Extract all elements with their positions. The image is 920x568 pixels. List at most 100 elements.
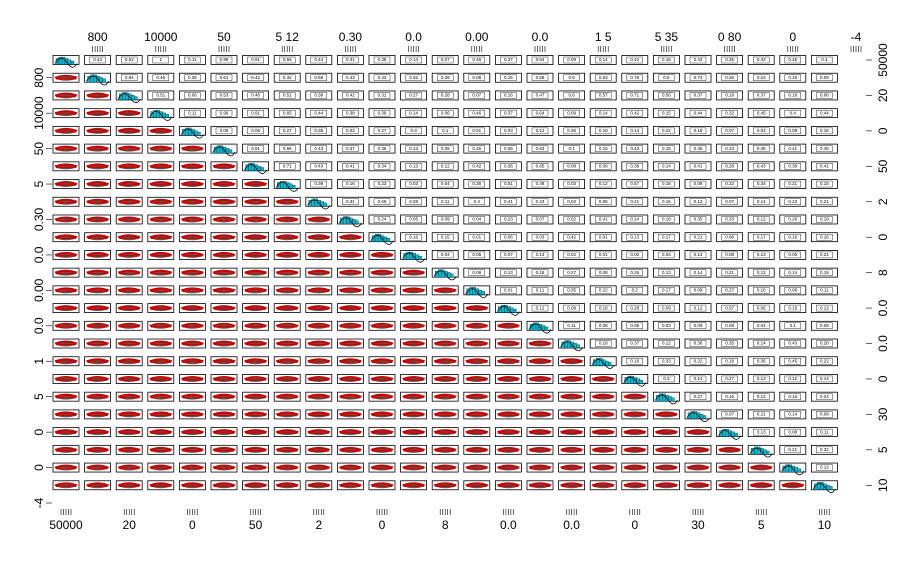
panel: 0.09 <box>558 55 585 65</box>
panel <box>242 303 270 313</box>
panel <box>431 285 459 296</box>
left-tick-label: 800 <box>32 67 46 87</box>
corr-box <box>437 145 454 152</box>
panel <box>242 338 270 349</box>
correlation-label: 0.09 <box>567 110 576 115</box>
panel-frame <box>494 285 522 296</box>
panel: 0.37 <box>747 90 775 101</box>
correlation-label: 0.41 <box>599 217 608 222</box>
panel <box>431 480 459 491</box>
panel-frame <box>494 90 522 101</box>
bottom-tick-label: 0 <box>189 518 196 532</box>
panel: 0.22 <box>811 356 838 367</box>
corr-box <box>595 127 612 135</box>
smooth-line <box>686 429 710 434</box>
panel-frame <box>558 125 585 136</box>
correlation-label: 0.64 <box>536 110 545 115</box>
correlation-label: 0.35 <box>694 217 703 222</box>
panel <box>210 303 238 313</box>
panel: 0.53 <box>589 72 617 83</box>
panel <box>242 179 270 189</box>
smooth-line <box>433 411 457 416</box>
corr-box <box>595 145 612 152</box>
panel <box>431 338 459 349</box>
corr-box <box>658 375 675 383</box>
panel <box>52 232 80 243</box>
smooth-line <box>497 323 520 327</box>
corr-box <box>531 180 549 188</box>
panel-frame <box>811 320 838 331</box>
smooth-line <box>339 323 362 327</box>
correlation-label: 0.18 <box>599 305 608 310</box>
smooth-line <box>560 429 583 434</box>
smooth-line <box>433 340 457 345</box>
smooth-line <box>212 234 236 239</box>
correlation-label: 0.02 <box>567 252 576 257</box>
correlation-label: 0.04 <box>441 252 450 257</box>
panel: 0.43 <box>747 161 775 172</box>
corr-box <box>563 180 580 188</box>
panel <box>621 427 649 438</box>
panel: 0.12 <box>811 303 838 313</box>
panel <box>84 480 111 491</box>
panel <box>147 108 175 121</box>
smooth-line <box>117 252 141 256</box>
panel: 0.17 <box>653 232 680 243</box>
panel: 0.15 <box>653 143 680 154</box>
panel: 0.01 <box>494 285 522 296</box>
correlation-label: 0.35 <box>725 341 734 346</box>
corr-box <box>595 216 612 223</box>
smooth-line <box>181 482 204 487</box>
panel: 0.14 <box>747 196 775 207</box>
panel <box>747 444 775 458</box>
panel-frame <box>716 391 743 402</box>
smooth-line <box>465 358 489 363</box>
smooth-line <box>718 482 741 487</box>
panel <box>210 409 238 420</box>
panel-frame <box>653 303 680 313</box>
smooth-line <box>686 482 710 487</box>
panel <box>84 267 111 278</box>
panel: 0.05 <box>621 320 649 331</box>
corr-box <box>784 92 801 99</box>
panel: 0.16 <box>779 72 807 83</box>
corr-box <box>721 109 738 117</box>
left-tick-label: 0.30 <box>32 207 46 231</box>
panel-frame <box>621 267 649 278</box>
panel <box>178 338 206 349</box>
panel: 0.32 <box>811 444 838 455</box>
correlation-label: 0.08 <box>820 93 829 98</box>
corr-box <box>437 198 454 205</box>
smooth-line <box>560 358 583 363</box>
correlation-label: 0.4 <box>821 57 828 62</box>
corr-box <box>405 74 422 81</box>
panel <box>368 320 396 331</box>
smooth-line <box>86 411 109 416</box>
panel: 0.15 <box>431 232 459 243</box>
panel <box>84 143 111 154</box>
panel: 0.03 <box>400 179 428 189</box>
panel-frame <box>589 90 617 101</box>
correlation-label: 0.36 <box>567 128 576 133</box>
panel: 0.74 <box>684 72 712 83</box>
corr-box <box>626 304 643 312</box>
hist-bar <box>829 486 833 490</box>
smooth-line <box>433 358 457 363</box>
panel-frame <box>526 303 554 313</box>
corr-box <box>247 127 264 135</box>
panel: 0.15 <box>494 72 522 83</box>
panel-frame <box>463 125 491 136</box>
panel-frame <box>558 55 585 65</box>
corr-box <box>595 304 612 312</box>
smooth-line <box>402 305 425 310</box>
correlation-label: 0.39 <box>314 93 323 98</box>
correlation-label: 0.19 <box>788 305 797 310</box>
corr-box <box>626 287 643 294</box>
smooth-line <box>275 376 299 380</box>
panel <box>558 409 585 420</box>
panel: 0.12 <box>811 462 838 473</box>
panel <box>400 320 428 331</box>
panel-frame <box>779 143 807 154</box>
panel-frame <box>558 320 585 331</box>
panel-frame <box>558 214 585 225</box>
